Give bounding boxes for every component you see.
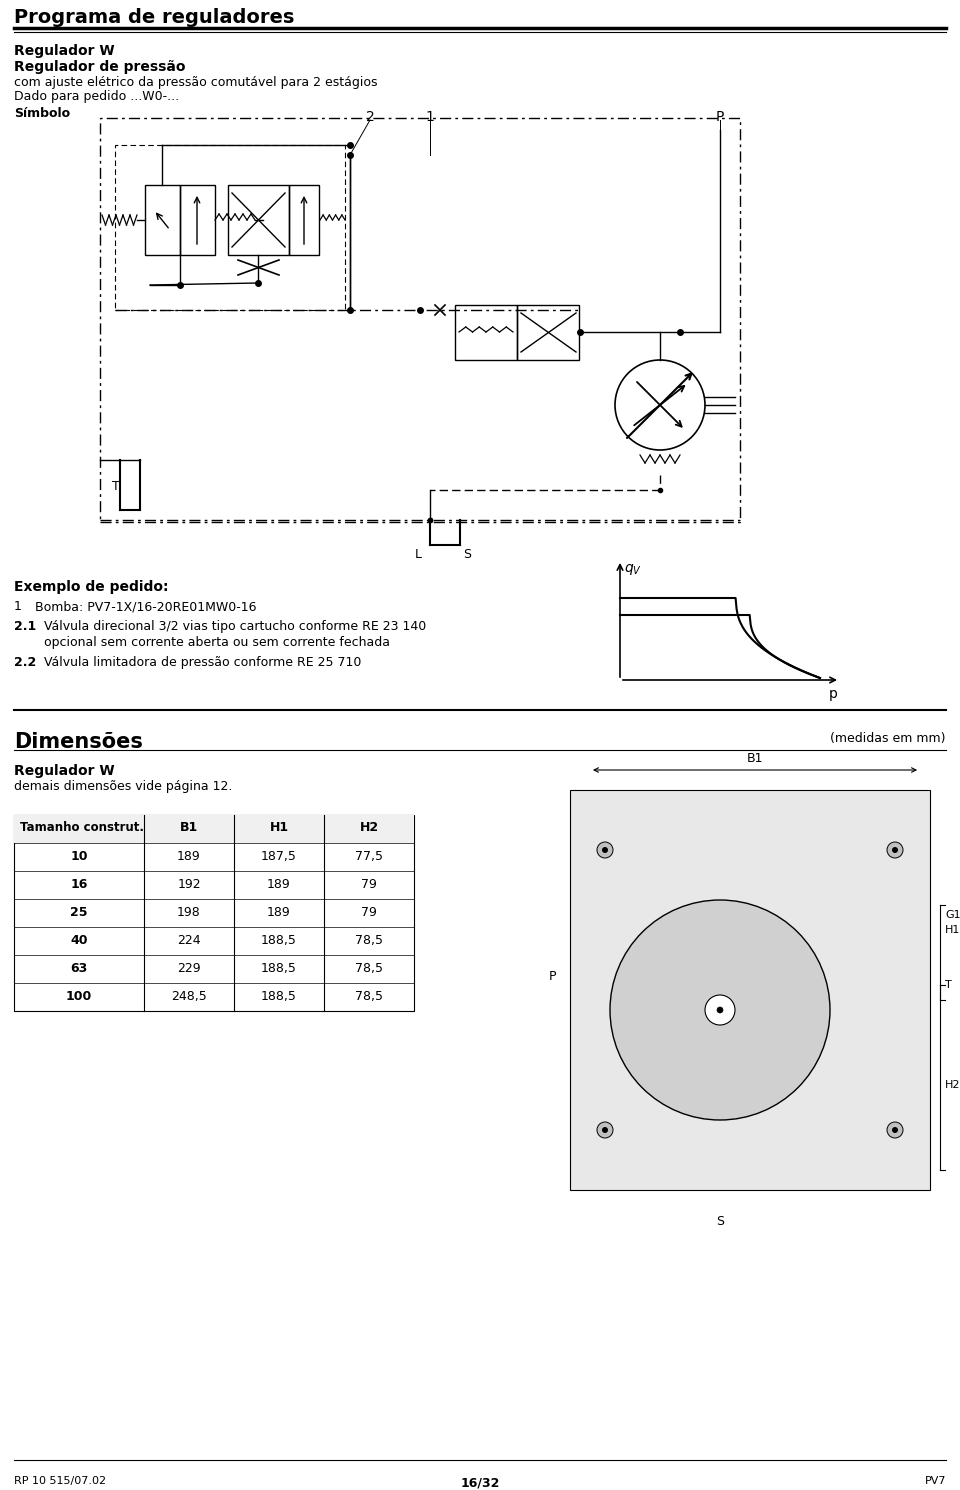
Text: 2.1: 2.1 [14,620,36,633]
Text: 16/32: 16/32 [460,1477,500,1489]
Text: 188,5: 188,5 [261,989,297,1003]
Text: opcional sem corrente aberta ou sem corrente fechada: opcional sem corrente aberta ou sem corr… [44,636,390,650]
Text: P: P [548,970,556,983]
Bar [180,185,215,255]
Bar [455,305,517,361]
Circle shape [610,900,830,1120]
Text: Dado para pedido ...W0-...: Dado para pedido ...W0-... [14,89,180,103]
Text: 229: 229 [178,963,201,974]
Text: H1: H1 [270,821,289,834]
Text: Símbolo: Símbolo [14,107,70,121]
Text: 188,5: 188,5 [261,934,297,948]
Bar [145,185,180,255]
Circle shape [887,1122,903,1138]
Text: Válvula limitadora de pressão conforme RE 25 710: Válvula limitadora de pressão conforme R… [44,656,361,669]
Text: Regulador W: Regulador W [14,764,114,778]
Circle shape [602,846,608,852]
Bar [570,790,930,1191]
Text: 78,5: 78,5 [355,934,383,948]
Text: 40: 40 [70,934,87,948]
Text: 189: 189 [267,906,291,919]
Circle shape [705,995,735,1025]
Circle shape [892,1126,898,1132]
Bar [517,305,579,361]
Text: 78,5: 78,5 [355,989,383,1003]
Text: L: L [415,548,422,562]
Text: p: p [829,687,838,700]
Text: H2: H2 [359,821,378,834]
Text: 192: 192 [178,878,201,891]
Bar [115,145,345,310]
Text: 79: 79 [361,878,377,891]
Text: 10: 10 [70,849,87,863]
Text: 100: 100 [66,989,92,1003]
Text: Exemplo de pedido:: Exemplo de pedido: [14,580,169,595]
Text: P: P [716,110,724,124]
Text: Bomba: PV7-1X/16-20RE01MW0-16: Bomba: PV7-1X/16-20RE01MW0-16 [35,600,256,612]
Text: 188,5: 188,5 [261,963,297,974]
Text: H1: H1 [945,925,960,936]
Text: 16: 16 [70,878,87,891]
Text: Dimensões: Dimensões [14,732,143,752]
Text: 189: 189 [267,878,291,891]
Text: 1: 1 [14,600,22,612]
Text: T: T [945,980,951,989]
Text: RP 10 515/07.02: RP 10 515/07.02 [14,1477,107,1486]
Text: T: T [112,480,120,493]
Text: Regulador W: Regulador W [14,45,114,58]
Text: 77,5: 77,5 [355,849,383,863]
Text: com ajuste elétrico da pressão comutável para 2 estágios: com ajuste elétrico da pressão comutável… [14,76,377,89]
Text: 224: 224 [178,934,201,948]
Text: 2.2: 2.2 [14,656,36,669]
Text: demais dimensões vide página 12.: demais dimensões vide página 12. [14,779,232,793]
Text: 2: 2 [366,110,374,124]
Circle shape [892,846,898,852]
Text: 78,5: 78,5 [355,963,383,974]
Text: 248,5: 248,5 [171,989,206,1003]
Circle shape [597,1122,613,1138]
Bar [14,815,414,1012]
Text: 63: 63 [70,963,87,974]
Text: 198: 198 [178,906,201,919]
Bar [228,185,289,255]
Text: Tamanho construt.: Tamanho construt. [20,821,144,834]
Text: 79: 79 [361,906,377,919]
Text: G1/4: G1/4 [945,910,960,919]
Circle shape [717,1007,723,1013]
Circle shape [602,1126,608,1132]
Text: Regulador de pressão: Regulador de pressão [14,60,185,74]
Bar [289,185,319,255]
Text: B1: B1 [180,821,198,834]
Text: B1: B1 [747,752,763,764]
Bar [100,118,740,522]
Text: H2: H2 [945,1080,960,1091]
Text: Programa de reguladores: Programa de reguladores [14,7,295,27]
Text: PV7: PV7 [924,1477,946,1486]
Text: 187,5: 187,5 [261,849,297,863]
Text: 25: 25 [70,906,87,919]
Bar [14,815,414,843]
Text: S: S [716,1214,724,1228]
Text: S: S [463,548,471,562]
Text: 1: 1 [425,110,435,124]
Circle shape [597,842,613,858]
Circle shape [887,842,903,858]
Text: (medidas em mm): (medidas em mm) [830,732,946,745]
Text: Válvula direcional 3/2 vias tipo cartucho conforme RE 23 140: Válvula direcional 3/2 vias tipo cartuch… [44,620,426,633]
Text: $q_V$: $q_V$ [624,562,642,577]
Text: 189: 189 [178,849,201,863]
